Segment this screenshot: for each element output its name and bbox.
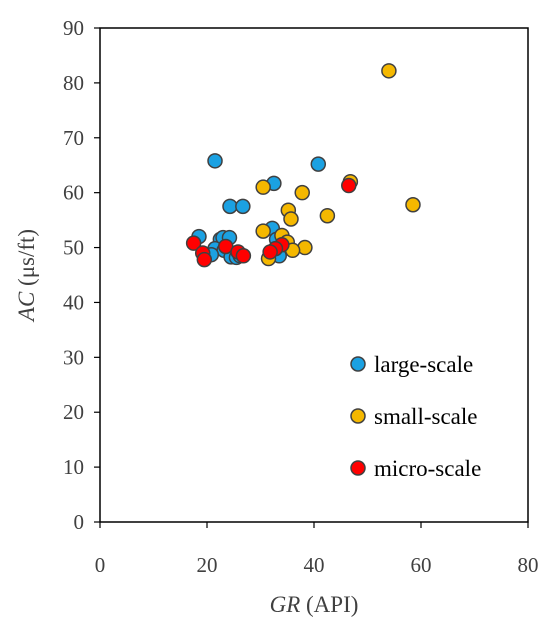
x-tick-label: 20 xyxy=(197,553,218,577)
micro-scale-point xyxy=(196,251,213,268)
large-scale-point xyxy=(222,198,238,215)
small-scale-point xyxy=(283,211,299,227)
y-tick-label: 10 xyxy=(63,455,84,479)
y-tick-label: 90 xyxy=(63,16,84,40)
x-axis-title: GR (API) xyxy=(270,592,359,617)
small-scale-point xyxy=(294,184,310,201)
data-points xyxy=(185,63,421,268)
y-tick-label: 50 xyxy=(63,236,84,260)
y-axis-title-unit: (μs/ft) xyxy=(14,229,39,292)
x-axis-title-symbol: GR xyxy=(270,592,301,617)
y-axis-title-symbol: AC xyxy=(14,291,39,323)
large-scale-point xyxy=(310,156,327,172)
small-scale-point xyxy=(255,179,271,195)
micro-scale-point xyxy=(341,177,357,194)
legend-label-large-scale: large-scale xyxy=(374,352,473,377)
y-tick-label: 70 xyxy=(63,126,84,150)
x-axis-ticks: 0 20 40 60 80 xyxy=(95,522,539,577)
y-axis-ticks: 0 10 20 30 40 50 60 70 80 90 xyxy=(63,16,100,534)
micro-scale-point xyxy=(235,248,252,264)
y-tick-label: 80 xyxy=(63,71,84,95)
small-scale-point xyxy=(405,196,421,213)
y-axis-title: AC (μs/ft) xyxy=(14,229,39,323)
x-tick-label: 0 xyxy=(95,553,106,577)
small-scale-point xyxy=(381,63,397,79)
x-tick-label: 40 xyxy=(304,553,325,577)
legend-marker-large-scale xyxy=(350,356,366,372)
y-tick-label: 30 xyxy=(63,345,84,369)
micro-scale-point xyxy=(262,244,278,260)
plot-area-frame xyxy=(99,27,529,523)
x-axis-title-unit: (API) xyxy=(300,592,358,617)
legend-marker-small-scale xyxy=(350,408,366,424)
small-scale-point xyxy=(255,223,271,239)
x-tick-label: 60 xyxy=(411,553,432,577)
legend-marker-micro-scale xyxy=(350,460,366,476)
legend-label-small-scale: small-scale xyxy=(374,404,477,429)
x-tick-label: 80 xyxy=(518,553,539,577)
large-scale-point xyxy=(207,153,223,169)
micro-scale-point xyxy=(185,235,202,251)
y-tick-label: 0 xyxy=(74,510,85,534)
y-tick-label: 20 xyxy=(63,400,84,424)
y-tick-label: 60 xyxy=(63,181,84,205)
y-tick-label: 40 xyxy=(63,290,84,314)
legend-label-micro-scale: micro-scale xyxy=(374,456,481,481)
legend: large-scale small-scale micro-scale xyxy=(350,352,481,481)
small-scale-point xyxy=(319,207,336,224)
large-scale-point xyxy=(235,198,251,215)
